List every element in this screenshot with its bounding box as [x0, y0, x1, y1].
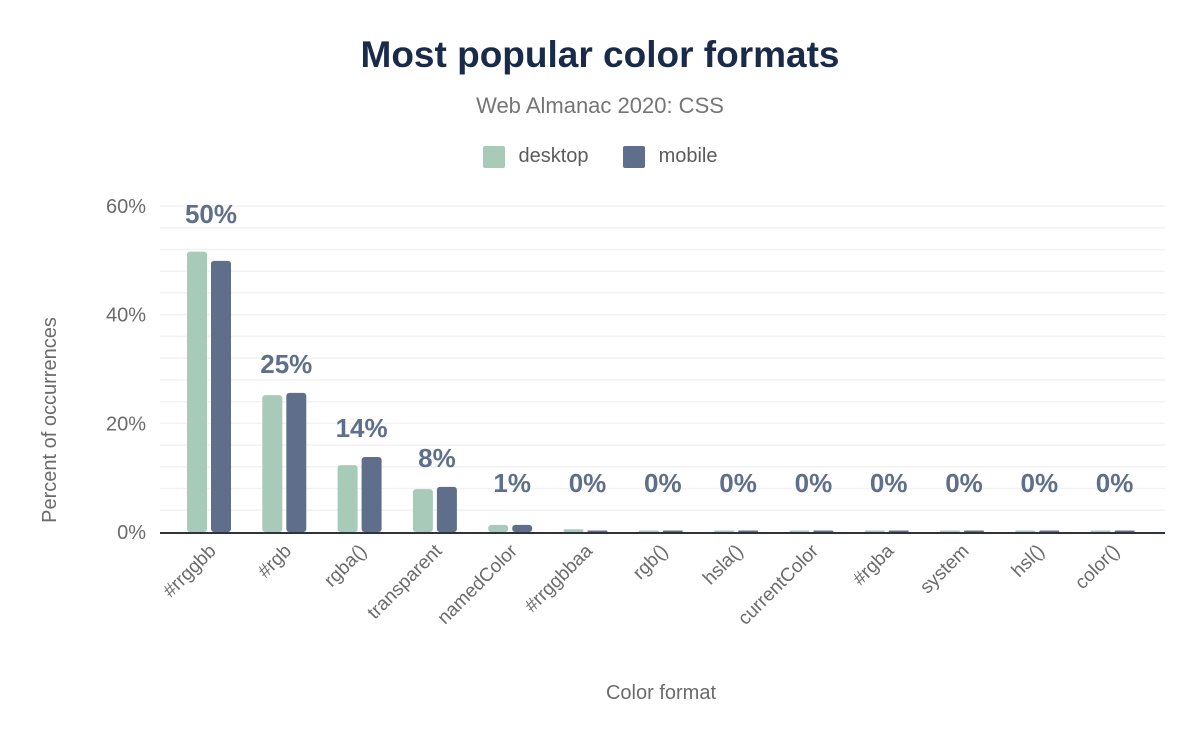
legend-label-desktop: desktop [518, 145, 589, 167]
data-label: 50% [185, 199, 237, 229]
bar-mobile [662, 530, 683, 532]
bar-desktop [488, 524, 509, 532]
data-label: 0% [945, 468, 983, 498]
y-tick-label: 20% [106, 413, 146, 435]
bar-mobile [286, 392, 307, 532]
x-tick-label: namedColor [434, 540, 523, 629]
bar-mobile [587, 530, 608, 532]
x-tick-label: rgb() [629, 541, 672, 584]
legend-swatch-desktop [482, 145, 505, 168]
bar-mobile [813, 530, 834, 532]
bar-desktop [1090, 530, 1111, 532]
bar-mobile [512, 524, 533, 532]
legend-label-mobile: mobile [658, 145, 718, 167]
x-tick-label: system [916, 541, 973, 598]
chart-subtitle: Web Almanac 2020: CSS [476, 93, 724, 118]
x-tick-label: hsl() [1008, 541, 1049, 582]
legend-swatch-mobile [622, 145, 645, 168]
data-label: 8% [418, 443, 456, 473]
bar-desktop [412, 489, 433, 532]
bar-mobile [738, 530, 759, 532]
y-tick-label: 40% [106, 305, 146, 327]
x-tick-label: #rgb [254, 541, 296, 583]
bar-desktop [563, 529, 584, 532]
bar-desktop [262, 395, 283, 532]
data-label: 0% [1096, 468, 1134, 498]
bar-desktop [789, 530, 810, 532]
x-tick-label: transparent [364, 540, 447, 623]
data-label: 0% [795, 468, 833, 498]
bar-mobile [211, 260, 231, 532]
data-label: 0% [644, 468, 682, 498]
bar-desktop [714, 530, 735, 532]
bar-mobile [964, 530, 984, 532]
x-tick-label: color() [1071, 541, 1124, 594]
y-tick-label: 0% [117, 522, 146, 544]
bar-desktop [940, 530, 960, 532]
x-tick-label: #rgba [849, 540, 899, 590]
data-label: 25% [260, 349, 312, 379]
bar-desktop [1015, 530, 1036, 532]
x-tick-label: #rrggbb [159, 541, 220, 602]
bar-desktop [864, 530, 885, 532]
bar-desktop [638, 530, 659, 532]
bar-mobile [361, 457, 382, 532]
bar-desktop [337, 465, 358, 532]
x-tick-label: rgba() [320, 541, 371, 592]
bar-mobile [436, 486, 457, 532]
data-label: 0% [1021, 468, 1059, 498]
data-label: 1% [493, 468, 531, 498]
y-axis-label: Percent of occurrences [39, 317, 61, 523]
bar-mobile [888, 530, 909, 532]
legend-item-desktop[interactable]: desktop [482, 145, 589, 168]
x-axis-label: Color format [606, 682, 716, 704]
data-label: 0% [870, 468, 908, 498]
legend-item-mobile[interactable]: mobile [622, 145, 718, 168]
y-tick-label: 60% [106, 196, 146, 218]
legend: desktop mobile [0, 145, 1200, 168]
x-tick-label: hsla() [699, 541, 747, 589]
bar-desktop [187, 251, 207, 532]
bar-mobile [1114, 530, 1135, 532]
x-tick-label: #rrggbbaa [521, 540, 597, 616]
data-label: 0% [719, 468, 757, 498]
bar-mobile [1039, 530, 1060, 532]
chart-title: Most popular color formats [360, 34, 840, 75]
data-label: 14% [336, 413, 388, 443]
x-tick-label: currentColor [734, 540, 823, 629]
data-label: 0% [569, 468, 607, 498]
